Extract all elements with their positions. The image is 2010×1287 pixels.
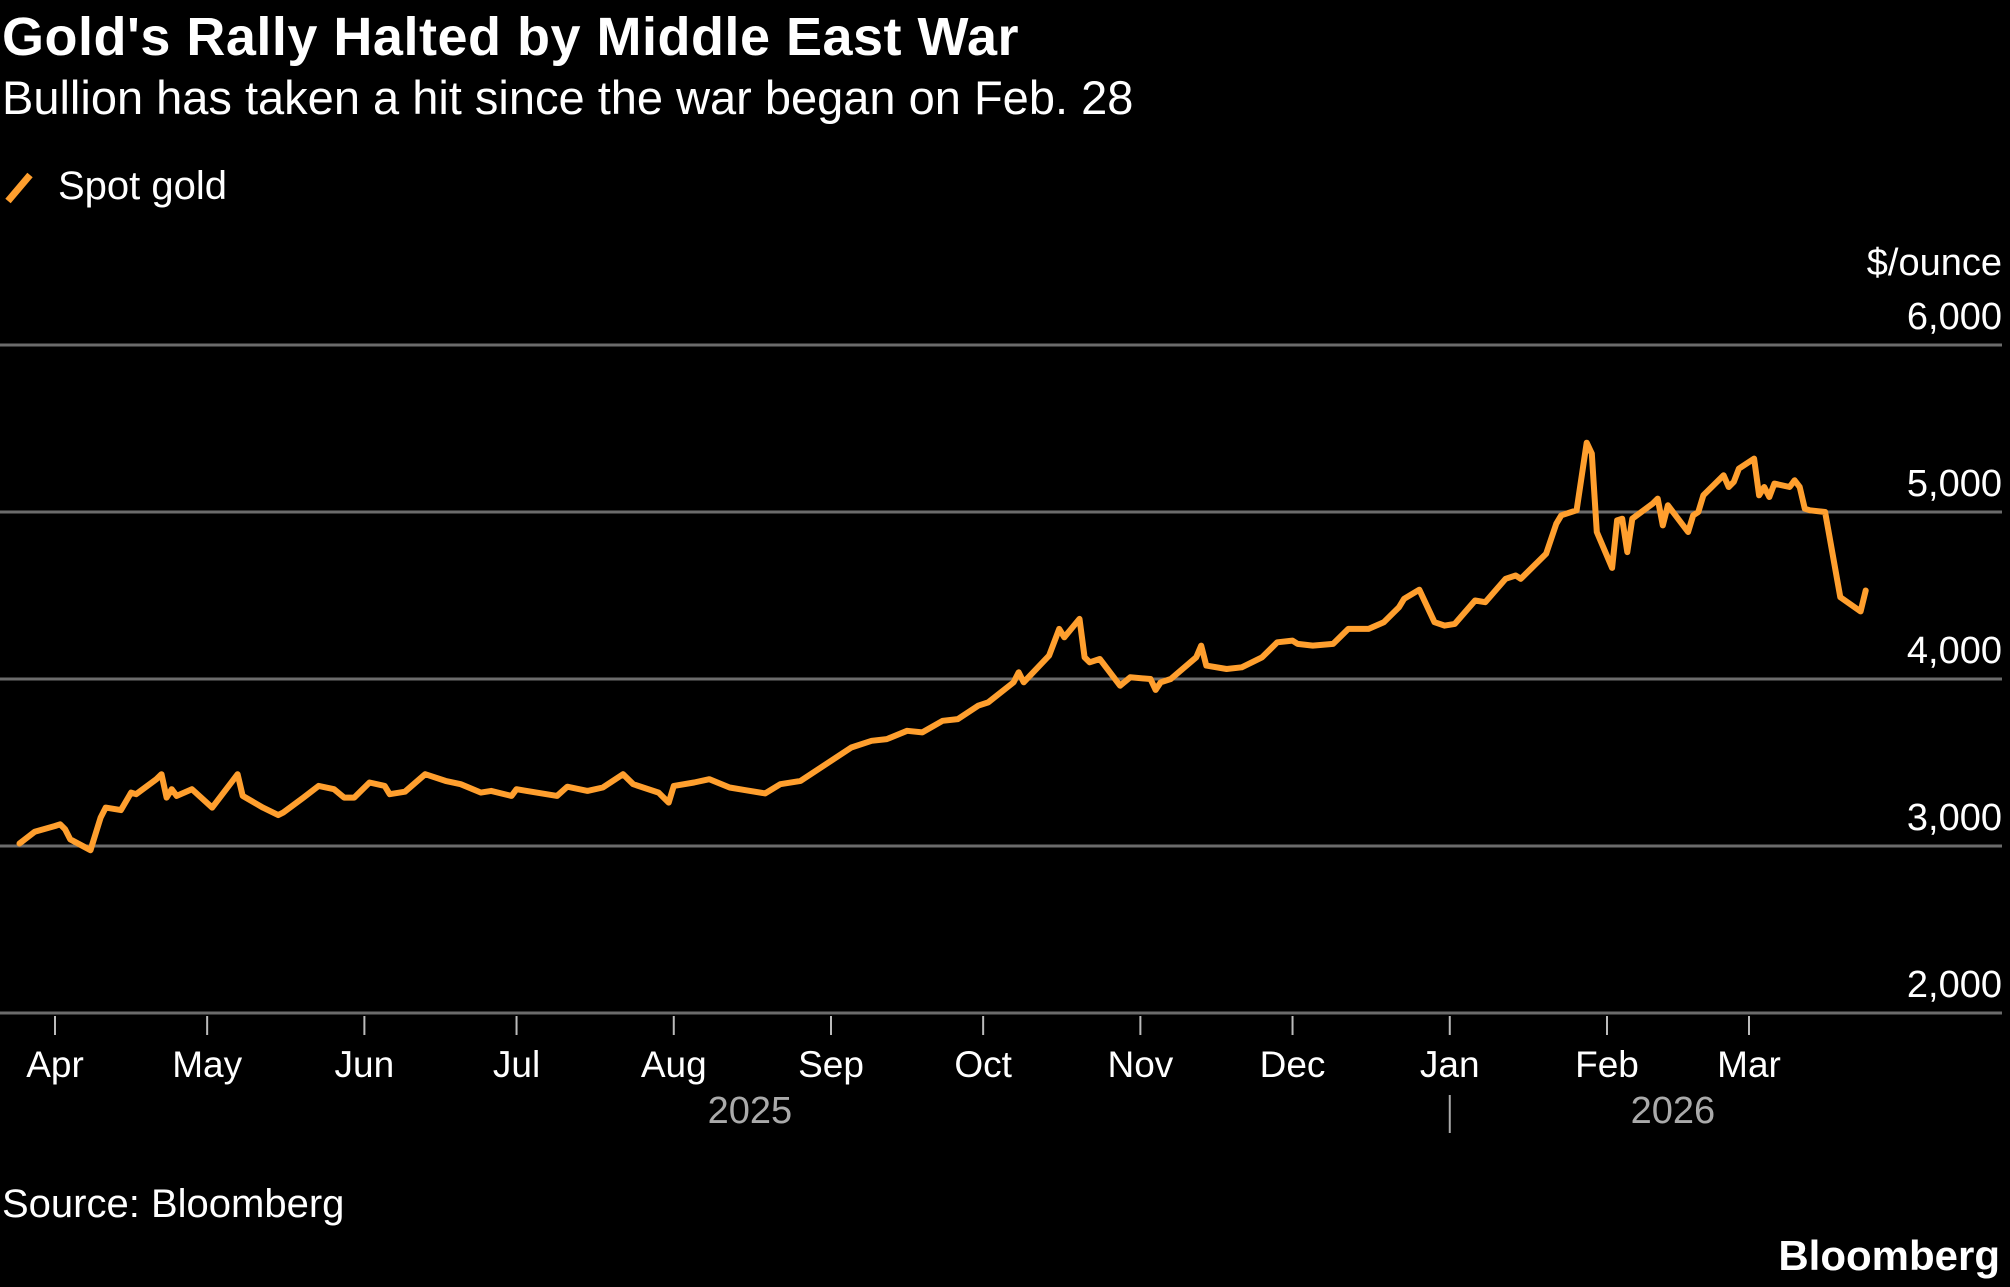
source-note: Source: Bloomberg — [2, 1182, 345, 1226]
chart-subtitle: Bullion has taken a hit since the war be… — [2, 71, 1134, 124]
x-tick-label: Dec — [1260, 1044, 1326, 1085]
x-tick-label: Apr — [26, 1044, 84, 1085]
x-tick-label: Jan — [1420, 1044, 1480, 1085]
x-tick-label: Nov — [1107, 1044, 1173, 1085]
legend-label: Spot gold — [58, 164, 228, 208]
y-tick-label: 2,000 — [1907, 964, 2002, 1006]
year-label: 2026 — [1631, 1090, 1716, 1132]
chart-title: Gold's Rally Halted by Middle East War — [2, 7, 1020, 67]
year-label: 2025 — [708, 1090, 793, 1132]
y-tick-label: 4,000 — [1907, 630, 2002, 672]
x-tick-label: Feb — [1575, 1044, 1639, 1085]
series-line-spot-gold — [16, 439, 1869, 854]
y-tick-label: 6,000 — [1907, 296, 2002, 338]
x-tick-label: Aug — [641, 1044, 707, 1085]
y-axis-unit: $/ounce — [1867, 242, 2002, 284]
y-tick-label: 3,000 — [1907, 797, 2002, 839]
y-tick-label: 5,000 — [1907, 463, 2002, 505]
x-tick-label: Jun — [335, 1044, 395, 1085]
legend-swatch-icon — [5, 172, 33, 203]
x-tick-label: Mar — [1717, 1044, 1781, 1085]
x-tick-label: Oct — [954, 1044, 1012, 1085]
x-tick-label: May — [172, 1044, 242, 1085]
x-tick-label: Sep — [798, 1044, 864, 1085]
bloomberg-logo: Bloomberg — [1778, 1232, 2000, 1279]
legend: Spot gold — [4, 164, 227, 209]
x-tick-label: Jul — [493, 1044, 540, 1085]
